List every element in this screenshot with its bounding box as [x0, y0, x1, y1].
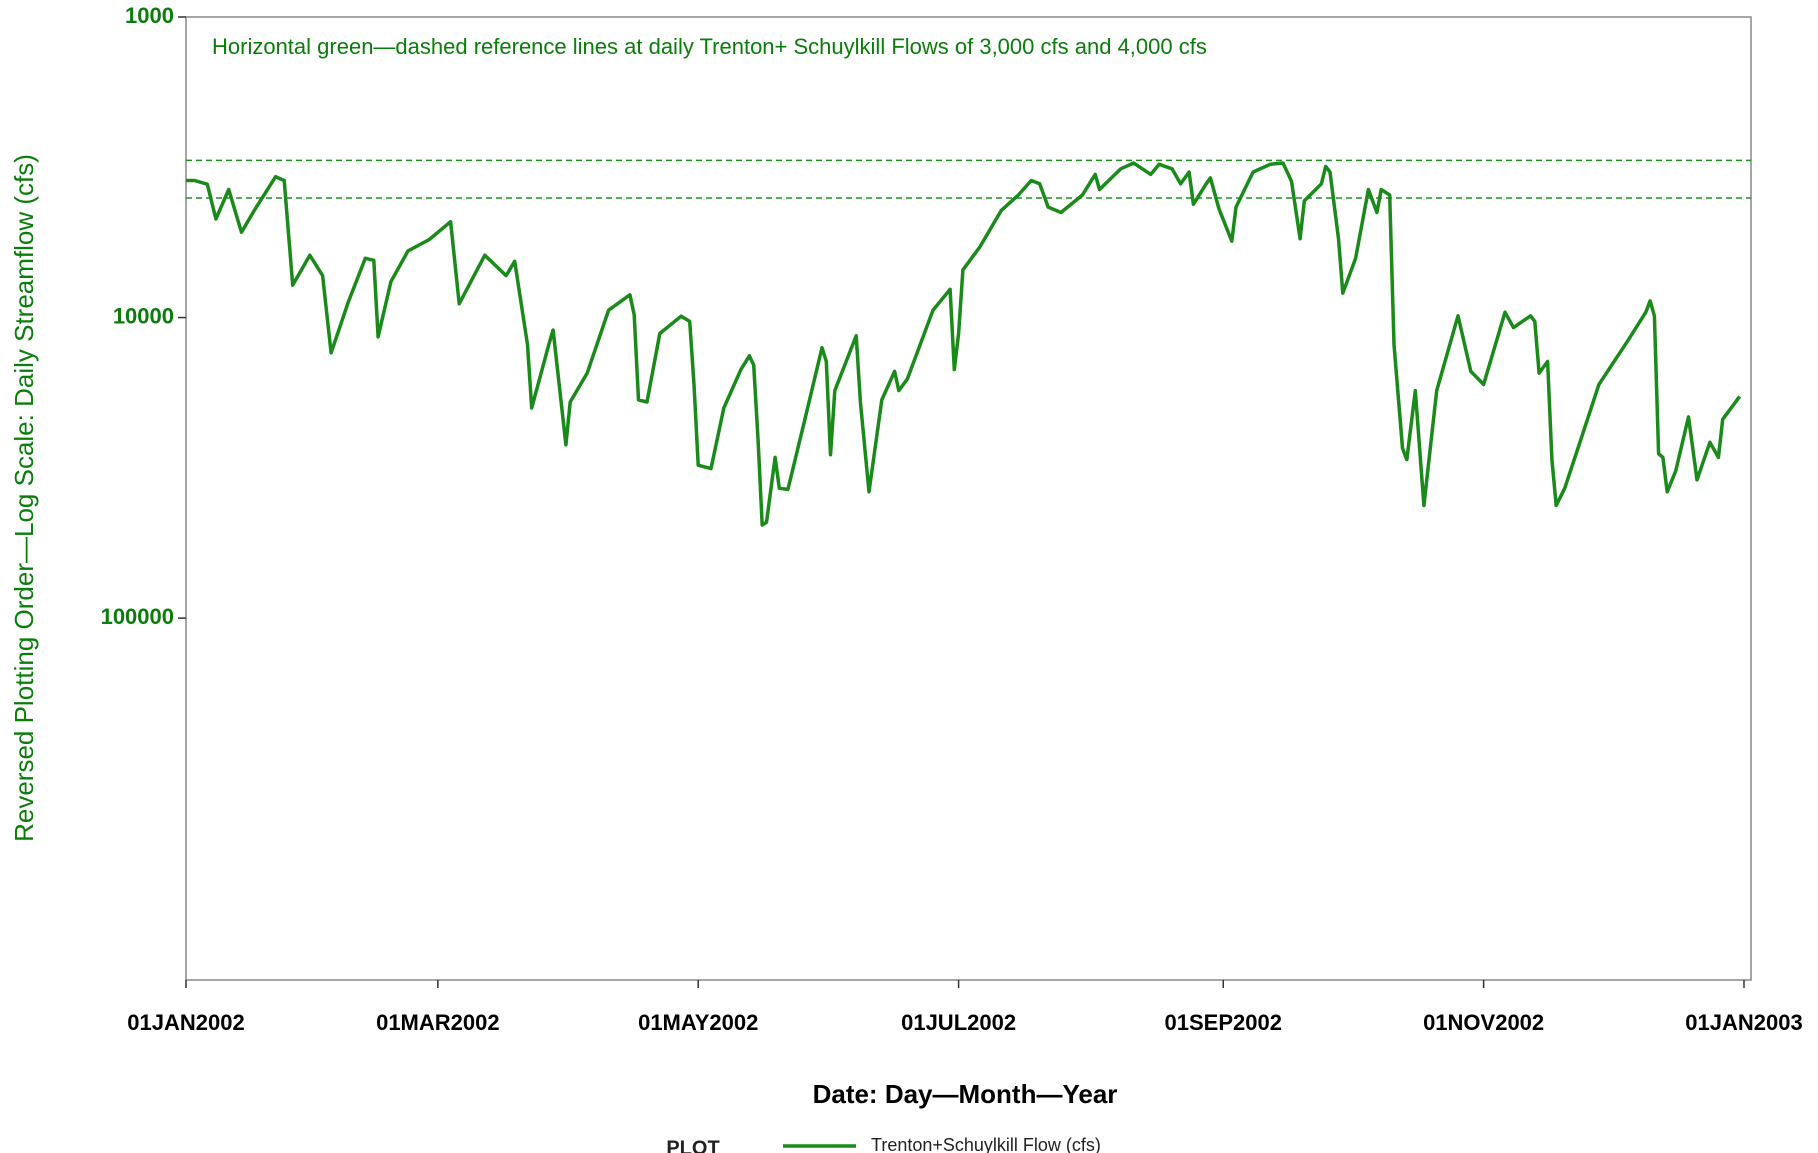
x-tick-label: 01NOV2002	[1423, 1010, 1544, 1035]
x-tick-label: 01JAN2003	[1685, 1010, 1802, 1035]
annotation: Horizontal green—dashed reference lines …	[212, 34, 1207, 59]
y-axis-label: Reversed Plotting Order—Log Scale: Daily…	[9, 154, 39, 842]
y-tick-label: 100000	[101, 604, 174, 629]
series-line	[186, 161, 1742, 527]
x-tick-label: 01JUL2002	[901, 1010, 1016, 1035]
y-tick-label: 10000	[113, 303, 174, 328]
x-tick-label: 01MAR2002	[376, 1010, 500, 1035]
plot-frame	[185, 16, 1752, 981]
x-tick-label: 01MAY2002	[638, 1010, 758, 1035]
x-tick-label: 01SEP2002	[1165, 1010, 1282, 1035]
legend-label: Trenton+Schuylkill Flow (cfs)	[871, 1135, 1101, 1153]
x-tick-label: 01JAN2002	[127, 1010, 244, 1035]
x-axis-label: Date: Day—Month—Year	[813, 1079, 1118, 1109]
legend-title: PLOT	[666, 1137, 719, 1153]
y-tick-label: 1000	[125, 3, 174, 28]
